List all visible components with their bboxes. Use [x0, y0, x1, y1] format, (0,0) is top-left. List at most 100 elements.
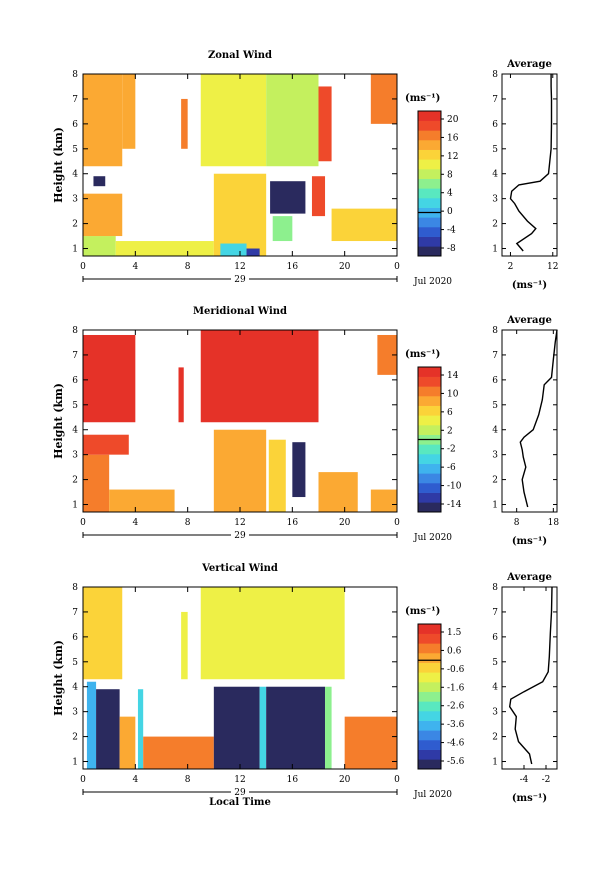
colorbar-tick-label: 16	[447, 133, 459, 143]
day-label-bg	[231, 530, 249, 540]
average-unit: (ms⁻¹)	[512, 793, 547, 804]
average-unit: (ms⁻¹)	[512, 536, 547, 547]
average-y-tick-label: 2	[492, 476, 498, 486]
y-tick-label: 2	[72, 476, 78, 486]
heatmap-cell	[178, 367, 184, 423]
colorbar-swatch	[418, 711, 441, 721]
heatmap-cell	[96, 689, 120, 769]
average-profile-line	[519, 329, 558, 508]
average-y-tick-label: 6	[492, 633, 498, 643]
heatmap-cell	[137, 689, 144, 769]
y-tick-label: 2	[72, 733, 78, 743]
colorbar-tick-label: -6	[447, 463, 456, 473]
average-profile-line	[508, 586, 553, 765]
y-tick-label: 7	[72, 95, 78, 105]
colorbar-tick-label: -0.6	[447, 665, 465, 675]
heatmap-cell	[213, 686, 260, 769]
colorbar-swatch	[418, 492, 441, 503]
colorbar-swatch	[418, 405, 441, 416]
colorbar-tick-label: 14	[447, 371, 459, 381]
colorbar-swatch	[418, 672, 441, 683]
colorbar-tick-label: -8	[447, 244, 456, 254]
y-tick-label: 6	[72, 633, 78, 643]
y-axis-label: Height (km)	[52, 383, 65, 459]
heatmap-cell	[83, 74, 123, 167]
colorbar-swatch	[418, 624, 441, 634]
heatmap-cell	[115, 241, 214, 256]
colorbar-tick-label: -3.6	[447, 720, 465, 730]
date-label: Jul 2020	[413, 533, 452, 543]
average-y-tick-label: 5	[492, 145, 498, 155]
x-tick-label: 0	[394, 518, 400, 528]
y-tick-label: 3	[72, 451, 78, 461]
heatmap-cell	[83, 434, 129, 455]
average-title: Average	[506, 315, 552, 326]
colorbar-swatch	[418, 701, 441, 712]
colorbar-swatch	[418, 483, 441, 493]
x-tick-label: 20	[339, 262, 351, 272]
colorbar-swatch	[418, 396, 441, 406]
heatmap-cell	[370, 489, 397, 512]
colorbar-swatch	[418, 425, 441, 435]
panel-title: Vertical Wind	[201, 563, 278, 574]
heatmap-cell	[270, 181, 306, 214]
x-tick-label: 0	[80, 775, 86, 785]
colorbar-swatch	[418, 730, 441, 741]
colorbar-swatch	[418, 759, 441, 770]
y-axis-label: Height (km)	[52, 127, 65, 203]
average-y-tick-label: 4	[492, 170, 498, 180]
colorbar-tick-label: -4.6	[447, 739, 465, 749]
heatmap-cell	[331, 208, 397, 242]
heatmap-cell	[83, 454, 110, 512]
heatmap-cell	[143, 736, 214, 769]
colorbar-tick-label: -4	[447, 226, 456, 236]
heatmap-cell	[83, 334, 136, 423]
average-unit: (ms⁻¹)	[512, 280, 547, 291]
heatmap-cell	[83, 587, 123, 680]
y-tick-label: 8	[72, 326, 78, 336]
heatmap-cell	[200, 330, 319, 423]
average-y-tick-label: 8	[492, 326, 498, 336]
heatmap-cell	[213, 173, 267, 256]
average-y-tick-label: 4	[492, 683, 498, 693]
colorbar-tick-label: 12	[447, 152, 458, 162]
average-y-tick-label: 8	[492, 583, 498, 593]
colorbar-frame	[417, 623, 442, 770]
colorbar-swatch	[418, 386, 441, 397]
colorbar-swatch	[418, 178, 441, 189]
colorbar-swatch	[418, 111, 441, 121]
colorbar-swatch	[418, 633, 441, 644]
heatmap-cell	[213, 429, 267, 512]
x-tick-label: 4	[132, 775, 138, 785]
average-profile-line	[509, 74, 553, 252]
colorbar-tick-label: 0.6	[447, 646, 462, 656]
average-x-tick-label: 18	[548, 518, 560, 528]
y-tick-label: 3	[72, 708, 78, 718]
average-frame	[501, 329, 558, 513]
colorbar-swatch	[418, 217, 441, 228]
x-tick-label: 0	[80, 518, 86, 528]
x-tick-label: 12	[234, 518, 245, 528]
heatmap-cell	[268, 439, 286, 512]
colorbar-tick-label: 6	[447, 408, 453, 418]
heatmap-cell	[109, 489, 175, 512]
day-label-bg	[231, 787, 249, 797]
heatmap-cell	[311, 176, 326, 217]
colorbar-frame	[417, 110, 442, 257]
y-tick-label: 6	[72, 120, 78, 130]
colorbar-tick-label: -14	[447, 500, 462, 510]
colorbar-tick-label: -10	[447, 482, 462, 492]
average-y-tick-label: 7	[492, 351, 498, 361]
y-tick-label: 4	[72, 683, 78, 693]
average-x-tick-label: 2	[508, 262, 514, 272]
heatmap-cell	[200, 587, 345, 680]
x-tick-label: 20	[339, 518, 351, 528]
colorbar-swatch	[418, 415, 441, 426]
heatmap-cell	[272, 216, 293, 242]
colorbar-tick-label: -2.6	[447, 702, 465, 712]
colorbar-swatch	[418, 376, 441, 387]
date-label: Jul 2020	[413, 277, 452, 287]
colorbar-tick-label: 10	[447, 389, 459, 399]
heatmap-cell	[318, 472, 358, 512]
